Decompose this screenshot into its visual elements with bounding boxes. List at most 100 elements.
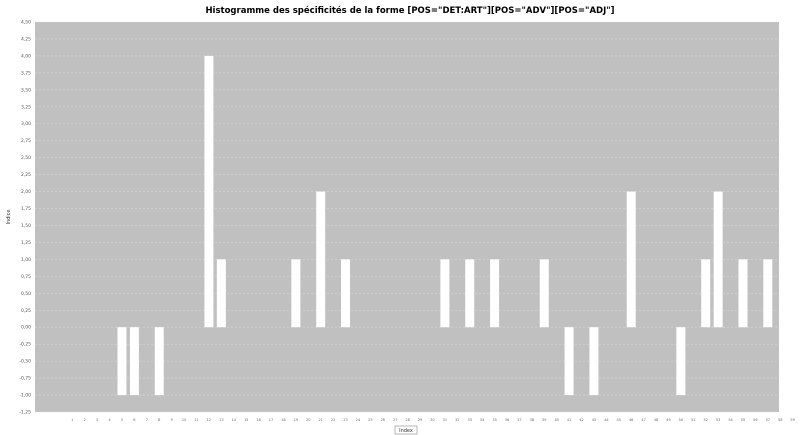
x-tick-label: 50 (679, 418, 683, 422)
x-tick-label: 44 (604, 418, 609, 422)
x-tick-label: 46 (629, 418, 633, 422)
y-tick-label: -1,00 (19, 393, 31, 399)
y-tick-label: -0,50 (19, 359, 31, 365)
y-tick-label: 2,00 (21, 189, 31, 195)
y-axis-label: Indice (6, 209, 12, 224)
y-tick-label: 2,50 (21, 155, 31, 161)
x-axis-label-box (394, 425, 418, 435)
y-tick-label: 4,00 (21, 53, 31, 59)
x-tick-label: 41 (567, 418, 571, 422)
x-tick-label: 23 (343, 418, 347, 422)
y-tick-label: 3,50 (21, 87, 31, 93)
x-tick-label: 42 (579, 418, 583, 422)
x-tick-label: 47 (641, 418, 645, 422)
y-tick-label: 1,25 (21, 240, 31, 246)
bar (117, 327, 127, 396)
x-tick-label: 51 (691, 418, 695, 422)
bar (154, 327, 164, 396)
y-tick-label: 0,75 (21, 274, 31, 280)
x-tick-label: 18 (281, 418, 285, 422)
bar (539, 259, 549, 328)
x-tick-label: 30 (430, 418, 434, 422)
bar (589, 327, 599, 396)
y-tick-label: 1,50 (21, 223, 31, 229)
y-tick-label: 4,50 (21, 20, 31, 26)
bar (626, 191, 636, 328)
x-tick-label: 38 (530, 418, 534, 422)
x-tick-label: 12 (207, 418, 211, 422)
x-tick-label: 3 (96, 418, 98, 422)
y-tick-label: -1,25 (19, 410, 31, 416)
x-tick-label: 7 (146, 418, 148, 422)
x-tick-label: 13 (219, 418, 223, 422)
x-tick-label: 17 (269, 418, 273, 422)
bar (204, 55, 214, 328)
x-tick-label: 14 (232, 418, 237, 422)
x-tick-label: 40 (554, 418, 558, 422)
y-tick-label: 3,75 (21, 70, 31, 76)
bar (440, 259, 450, 328)
bar (129, 327, 139, 396)
x-tick-label: 58 (778, 418, 782, 422)
bar (341, 259, 351, 328)
x-tick-label: 36 (505, 418, 509, 422)
y-tick-label: 1,00 (21, 257, 31, 263)
x-tick-label: 49 (666, 418, 670, 422)
x-tick-label: 34 (480, 418, 485, 422)
chart-title: Histogramme des spécificités de la forme… (205, 5, 614, 16)
x-tick-label: 32 (455, 418, 459, 422)
bars (117, 55, 773, 396)
x-tick-label: 20 (306, 418, 310, 422)
x-tick-label: 31 (443, 418, 447, 422)
y-tick-label: -0,75 (19, 376, 31, 382)
x-tick-label: 28 (405, 418, 409, 422)
x-tick-label: 26 (381, 418, 385, 422)
bar (564, 327, 574, 396)
x-tick-label: 8 (158, 418, 160, 422)
x-tick-label: 21 (318, 418, 322, 422)
bar (291, 259, 301, 328)
bar (676, 327, 686, 396)
y-tick-labels: -1,25 -1,00 -0,75 -0,50 -0,25 0,00 0,25 0,50 0,7… (19, 20, 31, 416)
x-tick-label: 29 (418, 418, 422, 422)
x-tick-label: 35 (492, 418, 496, 422)
x-tick-label: 56 (753, 418, 757, 422)
x-tick-label: 48 (654, 418, 658, 422)
x-axis-label: Index (399, 428, 413, 434)
plot-area (35, 22, 779, 412)
x-tick-label: 54 (728, 418, 733, 422)
x-tick-label: 39 (542, 418, 546, 422)
bar (216, 259, 226, 328)
bar (738, 259, 748, 328)
x-tick-label: 45 (617, 418, 621, 422)
x-tick-label: 6 (133, 418, 135, 422)
x-tick-label: 57 (766, 418, 770, 422)
bar (465, 259, 475, 328)
x-tick-label: 2 (84, 418, 86, 422)
y-tick-label: 2,75 (21, 138, 31, 144)
y-tick-label: 3,00 (21, 121, 31, 127)
x-tick-label: 10 (182, 418, 186, 422)
bar (316, 191, 326, 328)
x-tick-label: 24 (356, 418, 361, 422)
x-tick-label: 1 (71, 418, 73, 422)
x-tick-label: 11 (194, 418, 198, 422)
bar (763, 259, 773, 328)
x-tick-label: 9 (171, 418, 173, 422)
x-tick-labels: 1 2 3 4 5 6 7 8 9 10 11 12 13 14 15 16 17 18 19 20 21 22 23 24 2… (71, 418, 795, 422)
x-tick-label: 43 (592, 418, 596, 422)
x-tick-label: 55 (741, 418, 745, 422)
y-tick-label: 0,25 (21, 308, 31, 314)
y-tick-label: 0,00 (21, 325, 31, 331)
x-tick-label: 33 (468, 418, 472, 422)
x-tick-label: 5 (121, 418, 123, 422)
x-tick-label: 25 (368, 418, 372, 422)
y-tick-label: -0,25 (19, 342, 31, 348)
x-tick-label: 15 (244, 418, 248, 422)
bar (713, 191, 723, 328)
y-tick-label: 3,25 (21, 104, 31, 110)
x-tick-label: 37 (517, 418, 521, 422)
bar (490, 259, 500, 328)
y-tick-label: 4,25 (21, 36, 31, 42)
x-tick-label: 59 (790, 418, 794, 422)
